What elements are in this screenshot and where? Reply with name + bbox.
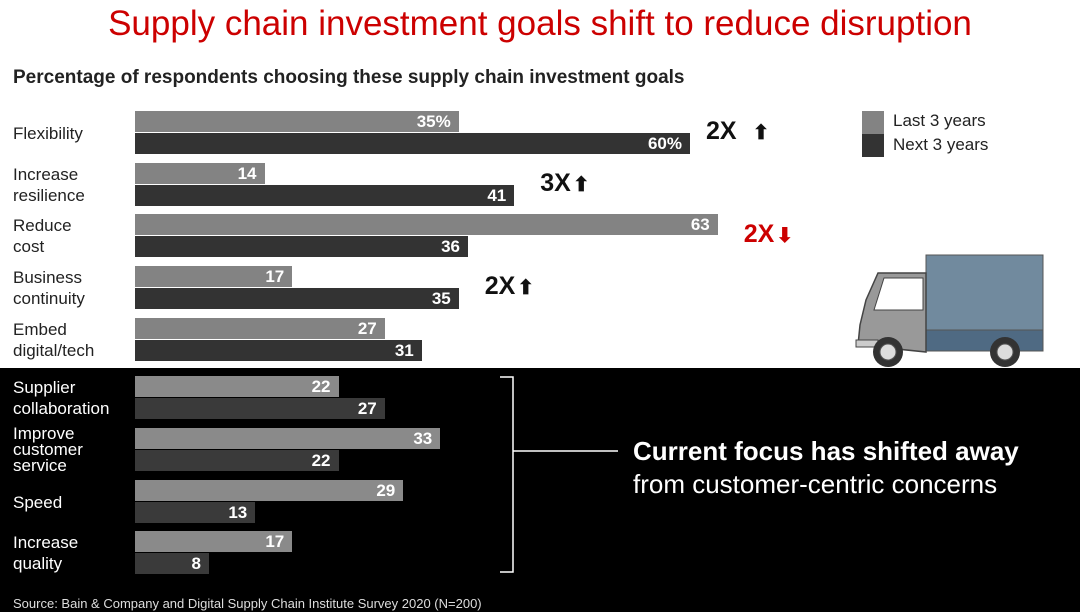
bar-next: 27 (135, 398, 385, 419)
value-label: 35% (416, 112, 451, 131)
bar-next: 35 (135, 288, 459, 309)
bar-next: 36 (135, 236, 468, 257)
value-label: 8 (191, 554, 201, 573)
category-label: Speed (13, 493, 63, 512)
bracket (500, 376, 618, 573)
multiplier-annotation: 2X ⬆ (706, 117, 770, 145)
source-note: Source: Bain & Company and Digital Suppl… (13, 596, 482, 611)
value-label: 33 (413, 429, 433, 448)
multiplier-annotation: 2X ⬆ (484, 272, 535, 300)
value-label: 27 (357, 319, 377, 338)
multiplier-annotation: 2X ⬇ (743, 220, 794, 248)
category-label: Improve customer service (13, 424, 83, 475)
category-label: Flexibility (13, 124, 83, 143)
value-label: 13 (228, 503, 248, 522)
multiplier-annotation: 3X ⬆ (540, 169, 590, 197)
value-label: 36 (441, 237, 460, 256)
bar-next: 41 (135, 185, 515, 206)
category-label: Embed digital/tech (13, 320, 95, 360)
bar-last: 29 (135, 480, 404, 501)
legend-label-last: Last 3 years (893, 111, 986, 130)
value-label: 14 (237, 164, 257, 183)
category-label: Supplier collaboration (13, 378, 110, 418)
category-label: Business continuity (13, 268, 85, 308)
arrow-up-icon: ⬆ (572, 174, 590, 196)
callout-regular: from customer-centric concerns (633, 469, 998, 499)
bar-next: 60% (135, 133, 690, 154)
chart-subtitle: Percentage of respondents choosing these… (13, 67, 685, 88)
value-label: 63 (690, 215, 710, 234)
value-label: 22 (311, 377, 331, 396)
bar-next: 13 (135, 502, 256, 523)
bar-last: 14 (135, 163, 265, 184)
bar-last: 35% (135, 111, 459, 132)
arrow-down-icon: ⬇ (776, 225, 794, 247)
value-label: 29 (376, 481, 396, 500)
value-label: 22 (311, 451, 331, 470)
value-label: 41 (487, 186, 507, 205)
legend-swatch-next (862, 134, 884, 157)
bar-last: 63 (135, 214, 718, 235)
value-label: 17 (265, 267, 285, 286)
value-label: 27 (357, 399, 377, 418)
legend-label-next: Next 3 years (893, 135, 989, 154)
value-label: 31 (394, 341, 414, 360)
bar-last: 33 (135, 428, 441, 449)
bar-next: 31 (135, 340, 422, 361)
value-label: 35 (431, 289, 451, 308)
arrow-up-icon: ⬆ (517, 277, 535, 299)
bar-next: 8 (135, 553, 209, 574)
truck-illustration (855, 254, 1044, 367)
bar-last: 22 (135, 376, 339, 397)
value-label: 60% (647, 134, 682, 153)
value-label: 17 (265, 532, 285, 551)
category-label: Increase quality (13, 533, 79, 573)
arrow-up-icon: ⬆ (752, 122, 770, 144)
chart-title: Supply chain investment goals shift to r… (108, 4, 972, 43)
bar-last: 27 (135, 318, 385, 339)
bar-last: 17 (135, 266, 293, 287)
legend-swatch-last (862, 111, 884, 134)
callout-bold: Current focus has shifted away (633, 436, 1019, 466)
bar-next: 22 (135, 450, 339, 471)
category-label: Reduce cost (13, 216, 72, 256)
bar-last: 17 (135, 531, 293, 552)
category-label: Increase resilience (13, 165, 85, 205)
